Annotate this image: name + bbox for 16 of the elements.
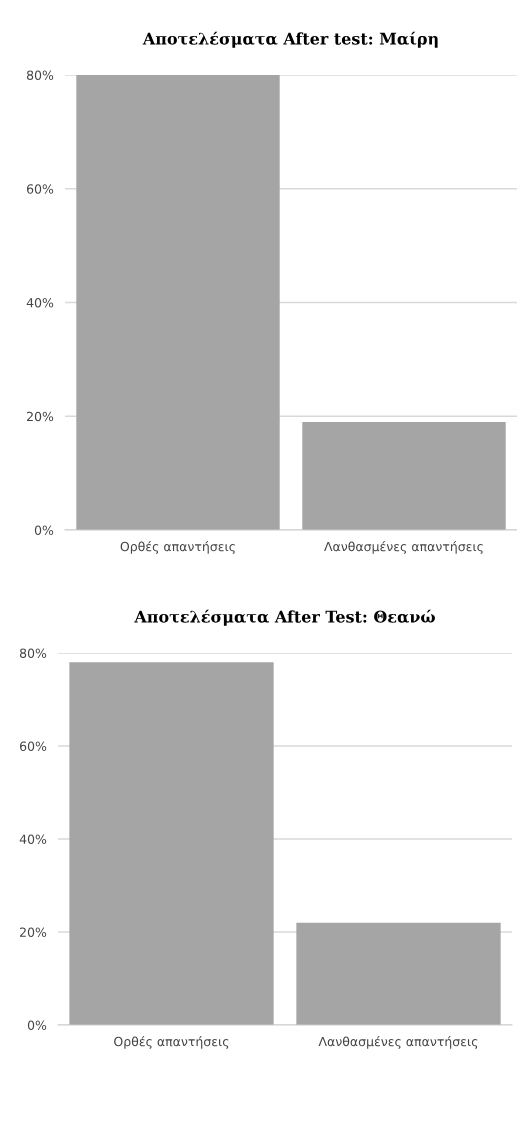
y-tick-label: 40% [26, 297, 54, 308]
y-tick-label: 80% [19, 648, 47, 658]
chart-title: Αποτελέσματα After Test: Θεανώ [134, 609, 435, 626]
y-tick-label: 0% [27, 1020, 47, 1030]
y-tick-label: 60% [19, 741, 47, 751]
y-tick-label: 60% [26, 184, 54, 194]
y-tick-label: 20% [20, 927, 47, 937]
chart-title: Αποτελέσματα After test: Μαίρη [142, 31, 438, 48]
x-tick-label: Λανθασμένες απαντήσεις [318, 1036, 478, 1049]
x-tick-label: Λανθασμένες απαντήσεις [324, 541, 483, 554]
y-tick-label: 40% [19, 834, 47, 844]
x-tick-label: Ορθές απαντήσεις [114, 1036, 229, 1049]
x-tick-label: Ορθές απαντήσεις [120, 541, 235, 554]
y-tick-label: 80% [26, 70, 54, 80]
y-tick-label: 20% [27, 411, 54, 422]
y-tick-label: 0% [34, 525, 54, 535]
